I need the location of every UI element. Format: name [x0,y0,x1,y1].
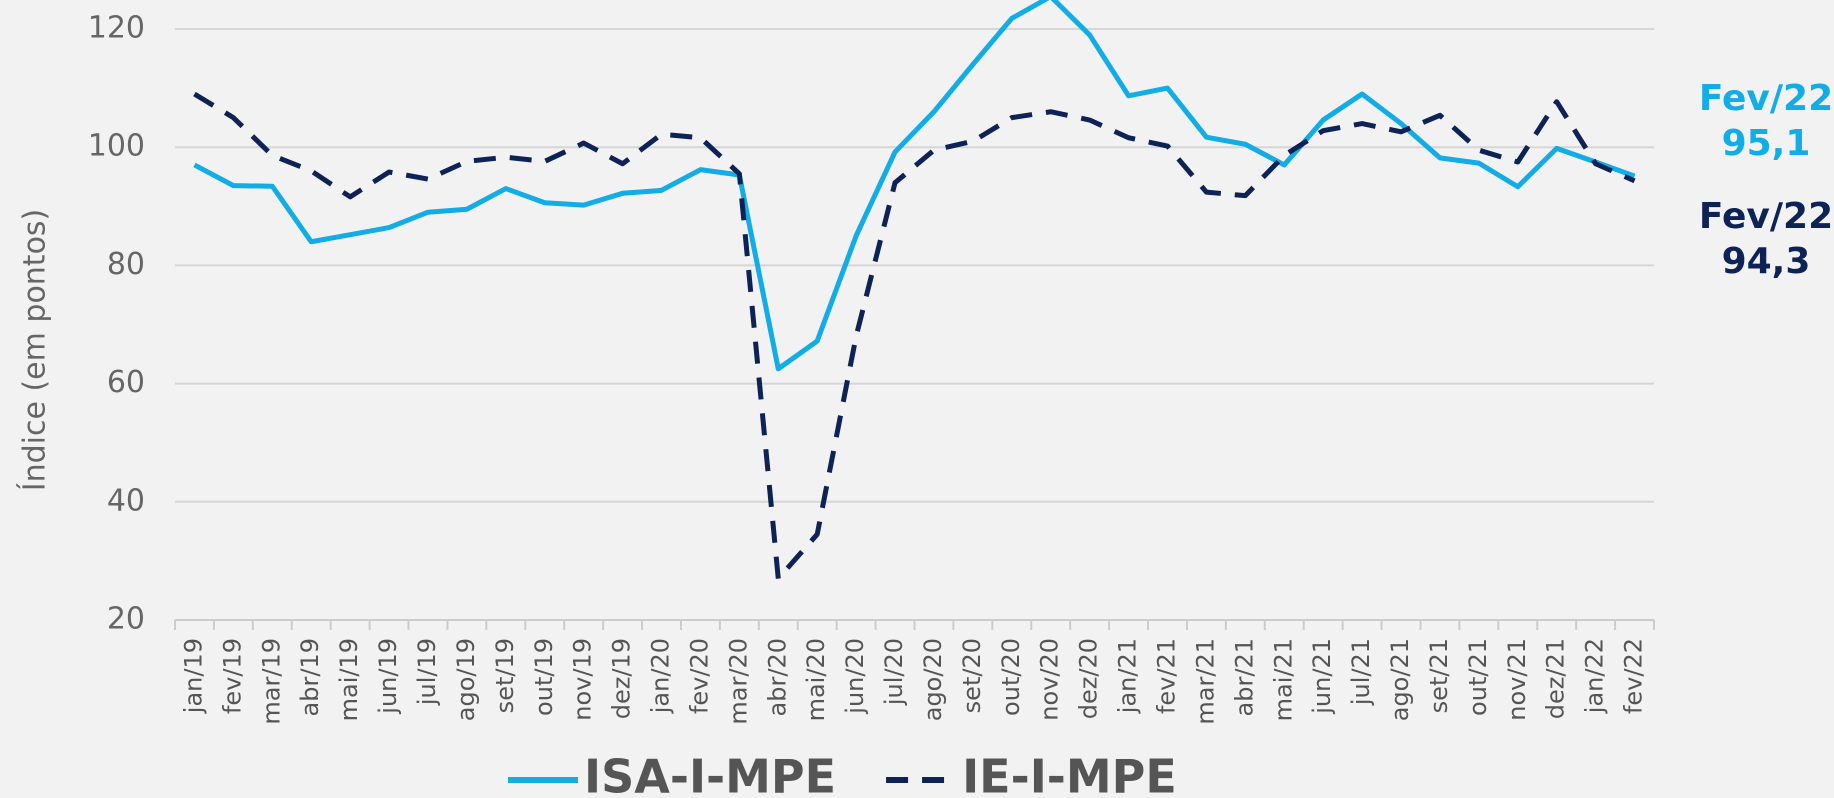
x-tick-label: out/19 [530,638,558,716]
y-tick-label: 40 [107,483,145,518]
x-tick-label: set/20 [958,638,986,713]
x-tick-label: set/21 [1425,638,1453,713]
x-tick-label: out/20 [997,638,1025,716]
x-tick-label: abr/20 [763,638,791,716]
x-tick-label: mar/19 [257,638,285,725]
x-tick-label: dez/20 [1075,638,1103,719]
annotation-value: 95,1 [1722,123,1811,164]
x-tick-label: mai/21 [1269,638,1297,721]
x-tick-label: jan/21 [1114,638,1142,714]
x-tick-label: nov/20 [1036,638,1064,721]
legend-label: ISA-I-MPE [584,750,836,798]
x-tick-label: jul/19 [413,638,441,706]
x-tick-label: jan/22 [1581,638,1609,714]
y-tick-label: 20 [107,602,145,637]
x-tick-label: mar/20 [724,638,752,725]
y-tick-label: 100 [88,129,145,164]
x-tick-label: dez/21 [1542,638,1570,719]
y-axis-label: Índice (em pontos) [17,209,53,492]
x-tick-label: fev/20 [685,638,713,714]
legend-label: IE-I-MPE [962,750,1177,798]
y-tick-label: 80 [107,247,145,282]
x-tick-label: mai/20 [802,638,830,721]
x-tick-label: fev/22 [1620,638,1648,714]
x-tick-label: mar/21 [1191,638,1219,725]
x-tick-label: ago/20 [919,638,947,721]
x-tick-label: jun/19 [374,638,402,715]
x-tick-label: jan/19 [179,638,207,714]
x-tick-label: fev/19 [218,638,246,714]
y-tick-label: 60 [107,365,145,400]
annotation-label: Fev/22 [1699,78,1833,119]
x-tick-label: ago/19 [452,638,480,721]
x-tick-label: jul/20 [880,638,908,706]
x-tick-label: abr/19 [296,638,324,716]
x-tick-label: abr/21 [1230,638,1258,716]
x-tick-label: set/19 [491,638,519,713]
x-tick-label: jan/20 [647,638,675,714]
x-tick-label: nov/21 [1503,638,1531,721]
x-tick-label: fev/21 [1152,638,1180,714]
annotation-label: Fev/22 [1699,196,1833,237]
x-tick-label: out/21 [1464,638,1492,716]
x-tick-label: dez/19 [608,638,636,719]
x-tick-label: jul/21 [1347,638,1375,706]
x-tick-label: jun/21 [1308,638,1336,715]
line [193,0,1636,372]
annotation-value: 94,3 [1722,241,1811,282]
y-tick-label: 120 [88,11,145,46]
x-tick-label: mai/19 [335,638,363,721]
x-tick-label: ago/21 [1386,638,1414,721]
x-tick-label: jun/20 [841,638,869,715]
x-tick-label: nov/19 [569,638,597,721]
line [193,91,1636,582]
